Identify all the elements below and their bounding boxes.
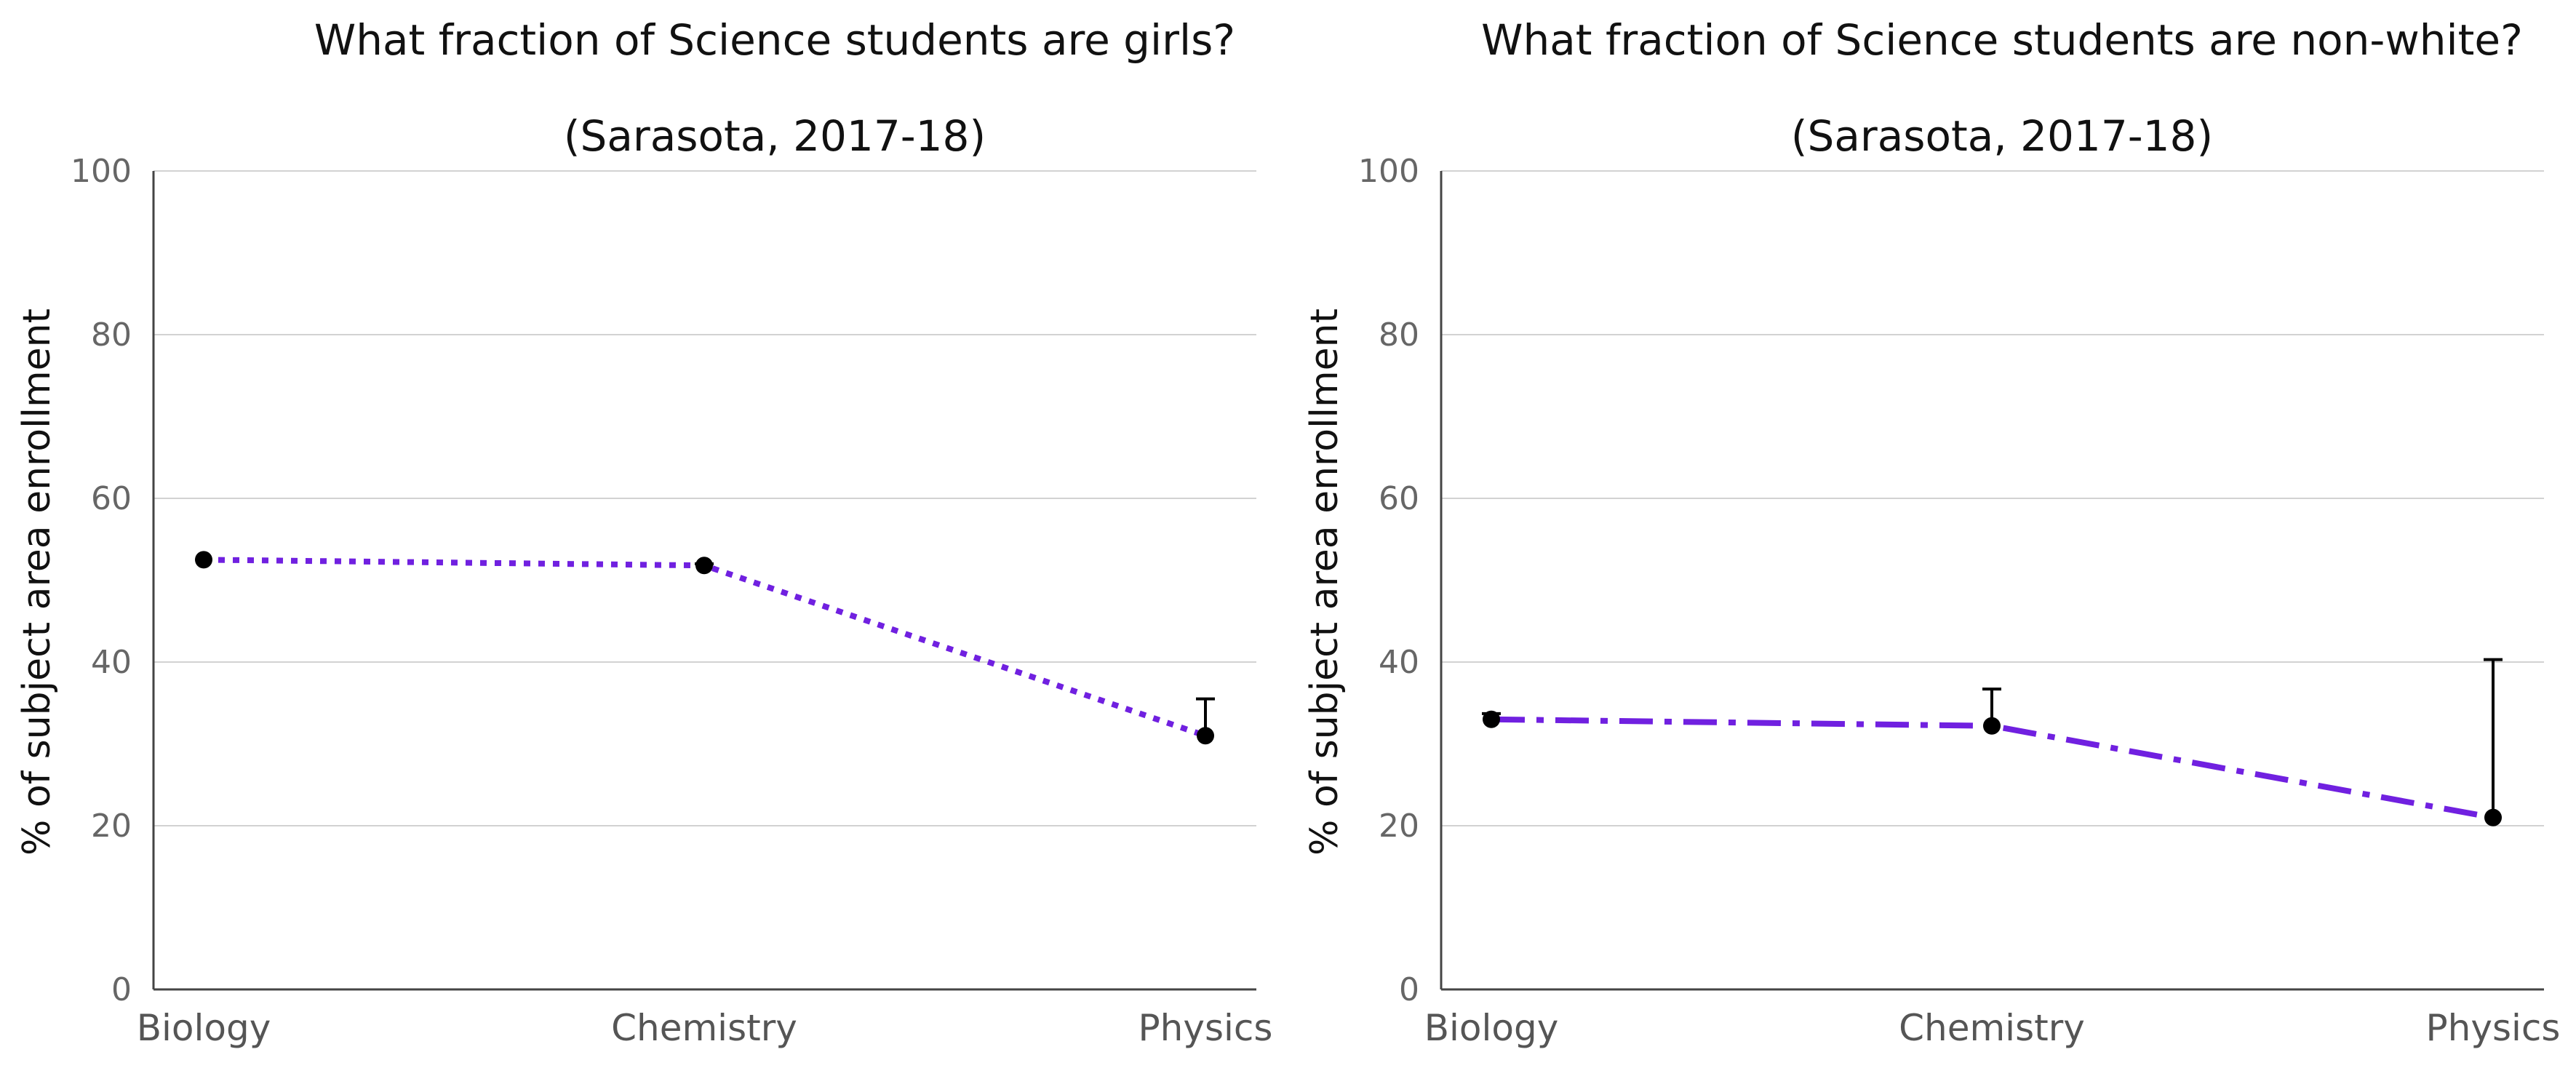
chart-title: What fraction of Science students are gi… xyxy=(314,15,1235,65)
x-tick-label: Biology xyxy=(137,1007,271,1049)
y-tick-label: 60 xyxy=(91,480,132,517)
data-point xyxy=(1197,727,1214,745)
y-tick-label: 20 xyxy=(1379,808,1419,845)
plot-area: 0 20 40 60 80 100 Biology Chemistry Physics xyxy=(1358,153,2560,1049)
y-axis-label: % of subject area enrollment xyxy=(1303,308,1347,856)
y-tick-label: 0 xyxy=(1399,971,1419,1008)
chart-panel-non-white: What fraction of Science students are no… xyxy=(1303,15,2560,1049)
chart-subtitle: (Sarasota, 2017-18) xyxy=(1791,111,2213,161)
x-tick-label: Biology xyxy=(1424,1007,1559,1049)
plot-area: 0 20 40 60 80 100 Biology Chemistry Physics xyxy=(71,153,1272,1049)
y-tick-label: 40 xyxy=(1379,644,1419,681)
y-tick-label: 20 xyxy=(91,808,132,845)
data-point xyxy=(2484,808,2502,826)
series-line xyxy=(1491,716,2494,821)
x-tick-label: Chemistry xyxy=(1899,1007,2085,1049)
data-point xyxy=(1983,717,2001,735)
x-tick-label: Physics xyxy=(1139,1007,1273,1049)
y-tick-label: 0 xyxy=(111,971,132,1008)
y-tick-label: 40 xyxy=(91,644,132,681)
x-tick-label: Physics xyxy=(2426,1007,2561,1049)
chart-subtitle: (Sarasota, 2017-18) xyxy=(564,111,986,161)
data-point xyxy=(1483,710,1500,728)
y-tick-label: 80 xyxy=(1379,316,1419,354)
y-tick-label: 100 xyxy=(71,153,132,190)
y-tick-label: 100 xyxy=(1358,153,1419,190)
y-tick-label: 60 xyxy=(1379,480,1419,517)
x-tick-label: Chemistry xyxy=(611,1007,797,1049)
series-line xyxy=(203,557,1207,739)
y-tick-label: 80 xyxy=(91,316,132,354)
data-point xyxy=(695,557,713,575)
data-point xyxy=(195,551,212,569)
y-axis-label: % of subject area enrollment xyxy=(15,308,59,856)
chart-panel-girls: What fraction of Science students are gi… xyxy=(15,15,1272,1049)
chart-title: What fraction of Science students are no… xyxy=(1481,15,2523,65)
